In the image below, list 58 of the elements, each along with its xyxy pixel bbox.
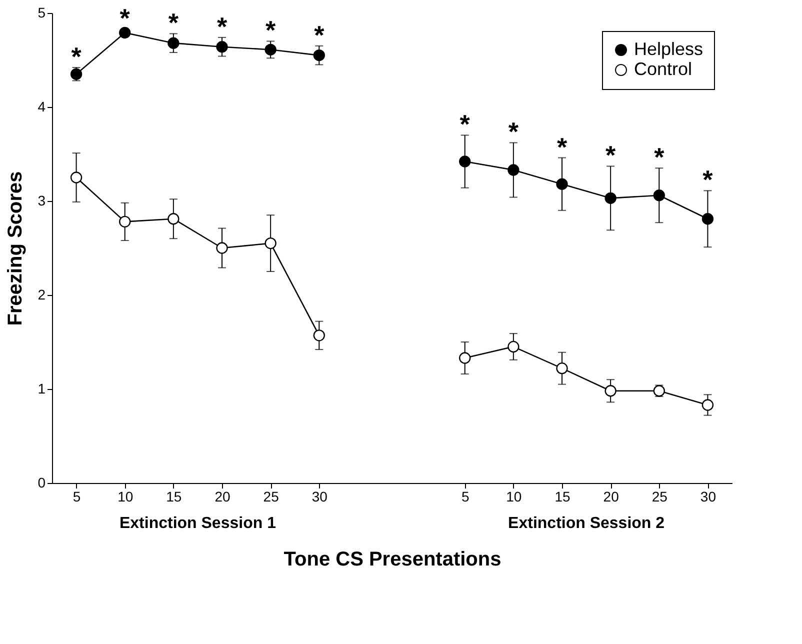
y-tick-label: 5 (38, 4, 46, 20)
x-tick-label: 15 (554, 488, 570, 504)
point (508, 164, 520, 176)
annotation: * (314, 20, 326, 50)
point (168, 37, 180, 49)
point (459, 352, 471, 364)
x-tick-label: 25 (263, 488, 280, 504)
text: Extinction Session 1 (119, 515, 276, 532)
point (168, 213, 180, 225)
annotation: * (654, 142, 666, 172)
x-tick-label: 20 (214, 488, 230, 504)
y-tick-label: 2 (38, 286, 46, 302)
point (653, 190, 665, 202)
point (264, 237, 276, 250)
point (313, 49, 325, 62)
y-tick-label: 3 (38, 192, 46, 208)
annotation: * (168, 8, 180, 38)
annotation: * (266, 15, 277, 46)
point (264, 44, 276, 56)
x-tick-label: 5 (72, 488, 81, 504)
point (702, 213, 714, 225)
annotation: * (460, 109, 471, 140)
annotation: * (508, 116, 520, 147)
annotation: * (702, 164, 714, 195)
y-tick-label: 4 (38, 98, 46, 114)
point (119, 26, 131, 39)
point (459, 156, 471, 168)
x-tick-label: 15 (166, 488, 182, 504)
annotation: * (606, 140, 617, 170)
annotation: * (556, 132, 568, 162)
y-tick-label: 0 (38, 474, 46, 490)
point (70, 172, 82, 184)
x-tick-label: 10 (118, 488, 134, 504)
y-axis-title: Freezing Scores (4, 171, 27, 326)
point (556, 362, 568, 374)
annotation: * (120, 2, 131, 33)
x-tick-label: 20 (603, 488, 620, 504)
legend-label: Helpless (634, 39, 704, 59)
point (702, 399, 714, 411)
point (119, 216, 131, 228)
annotation: * (216, 11, 228, 42)
x-tick-label: 10 (506, 488, 522, 504)
point (216, 41, 228, 53)
point (216, 242, 228, 254)
point (604, 385, 616, 397)
annotation: * (71, 42, 82, 72)
y-tick-label: 1 (38, 380, 46, 396)
x-tick-label: 5 (461, 488, 470, 504)
legend-label: Control (634, 59, 692, 79)
x-tick-label: 30 (700, 488, 716, 504)
point (556, 178, 568, 190)
x-axis-title: Tone CS Presentations (284, 548, 502, 570)
point (508, 340, 520, 353)
point (313, 330, 325, 342)
x-tick-label: 30 (312, 488, 328, 504)
x-tick-label: 25 (652, 488, 668, 504)
point (604, 192, 616, 204)
text: Extinction Session 2 (508, 515, 665, 532)
